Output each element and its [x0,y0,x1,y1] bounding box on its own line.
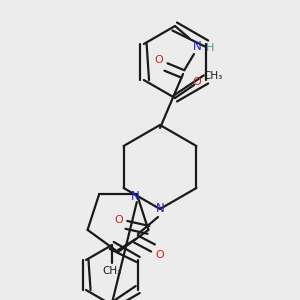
Text: H: H [206,43,214,53]
Text: CH₃: CH₃ [203,71,223,81]
Text: O: O [193,77,201,87]
Text: N: N [156,202,164,214]
Text: N: N [193,40,201,52]
Text: O: O [154,55,164,65]
Text: O: O [156,250,164,260]
Text: CH₃: CH₃ [102,266,122,276]
Text: O: O [114,215,123,225]
Text: N: N [130,190,139,202]
